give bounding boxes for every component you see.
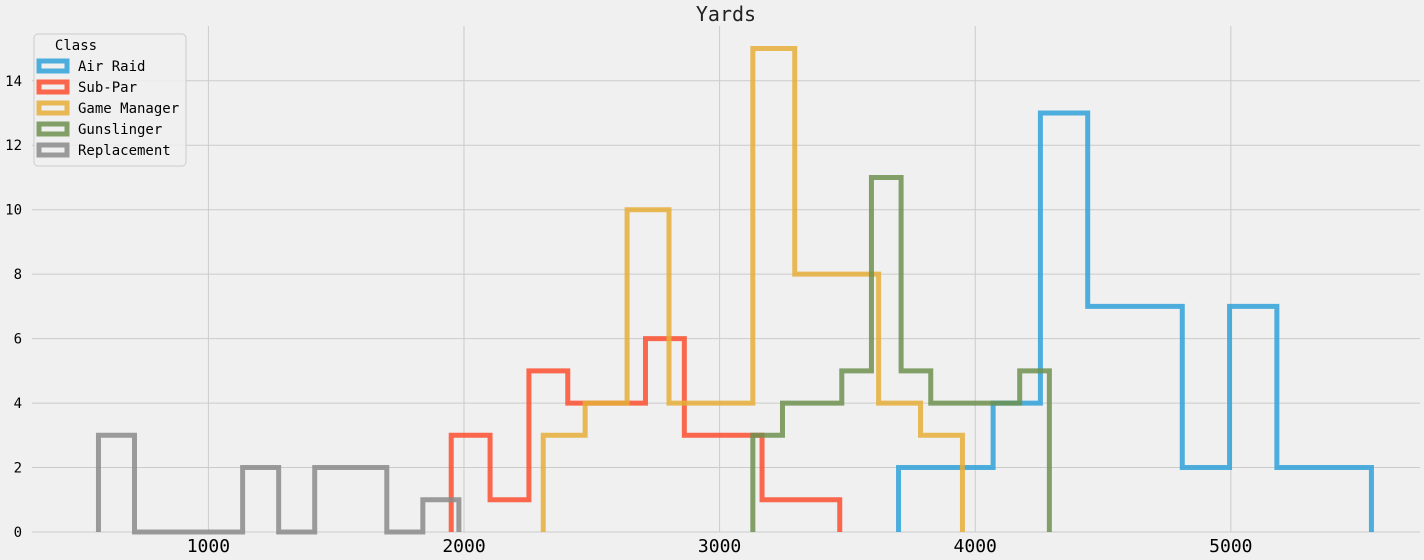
- y-tick-label: 4: [14, 396, 22, 412]
- legend-label: Air Raid: [78, 59, 145, 75]
- legend-swatch: [36, 121, 70, 137]
- legend-label: Sub-Par: [78, 80, 137, 96]
- y-tick-label: 12: [5, 138, 22, 154]
- legend-swatch: [36, 58, 70, 74]
- ticks: 1000 2000 3000 4000 5000 0 2 4 6 8 10 12 14: [5, 74, 1252, 557]
- histogram-game-manager: [540, 46, 965, 532]
- series-group: [95, 46, 1374, 535]
- legend-label: Replacement: [78, 143, 171, 159]
- legend-label: Gunslinger: [78, 122, 162, 138]
- histogram-sub-par: [448, 336, 843, 532]
- x-tick-label: 4000: [954, 536, 997, 557]
- histogram-replacement: [95, 432, 462, 535]
- legend: Class Air Raid Sub-Par Game Manager Gunsling…: [33, 33, 187, 167]
- plot-area: [32, 26, 1420, 532]
- y-tick-label: 8: [14, 267, 22, 283]
- legend-title: Class: [55, 38, 97, 54]
- y-tick-label: 6: [14, 332, 22, 348]
- y-tick-label: 2: [14, 461, 22, 477]
- legend-frame: [33, 33, 187, 167]
- chart-title: Yards: [696, 2, 756, 26]
- x-tick-label: 5000: [1209, 536, 1252, 557]
- x-tick-label: 2000: [442, 536, 485, 557]
- histogram-air-raid: [896, 110, 1374, 532]
- x-tick-label: 1000: [187, 536, 230, 557]
- histogram-gunslinger: [750, 174, 1052, 532]
- legend-swatch: [36, 100, 70, 116]
- y-tick-label: 14: [5, 74, 22, 90]
- x-tick-label: 3000: [698, 536, 741, 557]
- y-tick-label: 10: [5, 203, 22, 219]
- y-tick-label: 0: [14, 525, 22, 541]
- legend-swatch: [36, 142, 70, 158]
- legend-label: Game Manager: [78, 101, 179, 117]
- legend-swatch: [36, 79, 70, 95]
